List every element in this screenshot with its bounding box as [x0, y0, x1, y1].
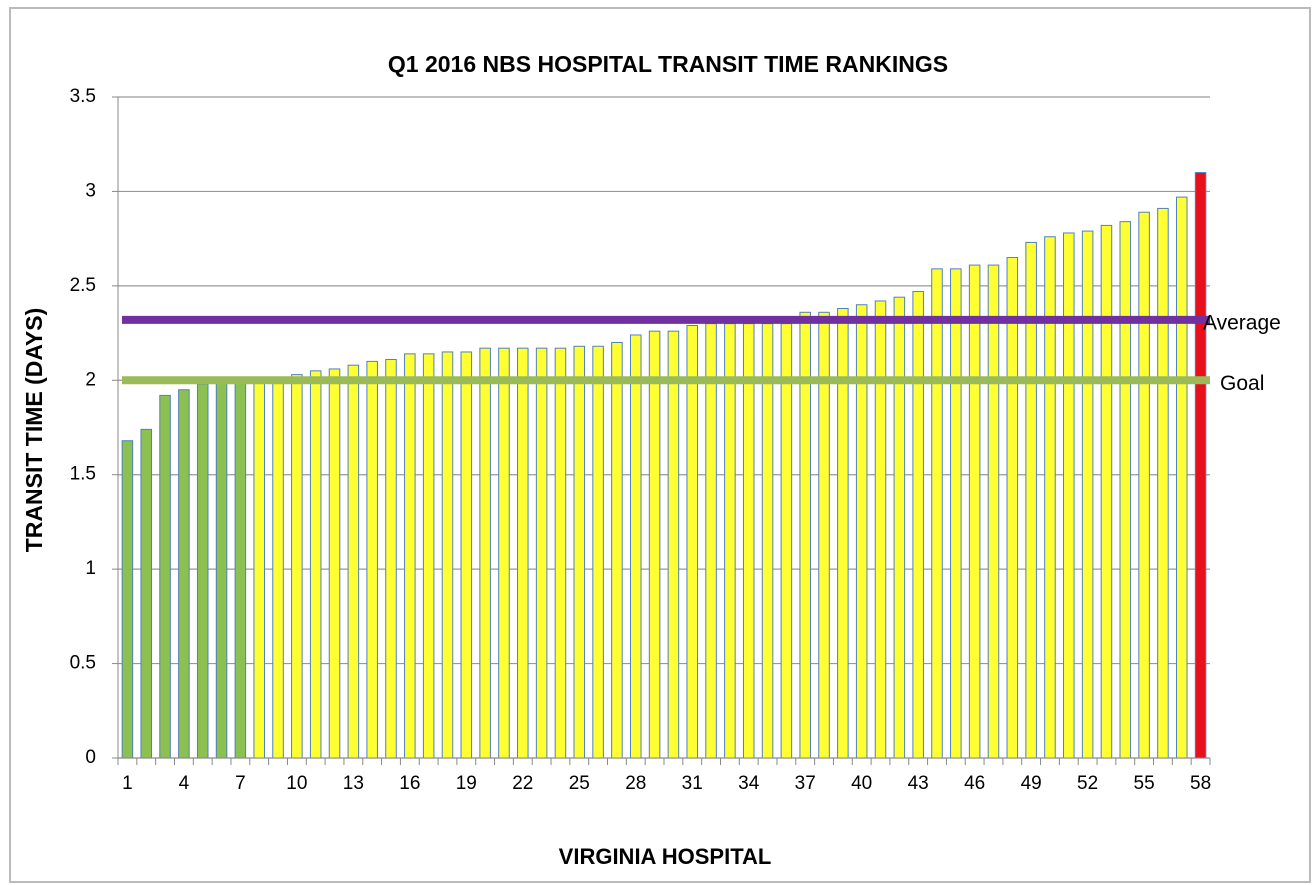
bar: [592, 345, 604, 759]
bar: [441, 351, 454, 759]
x-axis-label: VIRGINIA HOSPITAL: [559, 844, 772, 869]
bar: [968, 264, 981, 759]
y-tick-label: 0: [85, 747, 96, 768]
y-tick-label: 0.5: [70, 653, 96, 674]
x-tick-label: 22: [512, 773, 533, 794]
x-tick-label: 52: [1077, 773, 1098, 794]
bar: [874, 300, 887, 759]
x-tick-label: 10: [286, 773, 307, 794]
bar: [535, 347, 548, 759]
bar: [573, 345, 586, 759]
bar: [1138, 211, 1150, 759]
x-tick-label: 7: [235, 773, 246, 794]
x-tick-label: 31: [682, 773, 703, 794]
bar: [1063, 232, 1075, 759]
x-tick-label: 34: [738, 773, 760, 794]
reference-label: Average: [1203, 311, 1281, 334]
bar: [554, 347, 567, 759]
bar: [893, 296, 906, 759]
y-tick-label: 2: [85, 369, 96, 390]
x-tick-label: 58: [1190, 773, 1211, 794]
bar: [931, 268, 943, 759]
bar: [1157, 207, 1169, 759]
bar: [121, 440, 134, 759]
bar: [912, 291, 924, 759]
bar: [178, 389, 190, 759]
bar: [1100, 224, 1113, 759]
bar: [159, 394, 171, 759]
bar: [498, 347, 510, 759]
bar: [460, 351, 473, 759]
x-tick-label: 1: [122, 773, 133, 794]
x-tick-label: 16: [399, 773, 420, 794]
y-tick-label: 1.5: [70, 464, 96, 485]
chart-border: [9, 7, 1311, 883]
bar: [385, 359, 397, 759]
bar: [1006, 257, 1019, 759]
bar: [234, 379, 247, 759]
bar: [517, 347, 529, 759]
bar: [629, 334, 642, 759]
chart-title: Q1 2016 NBS HOSPITAL TRANSIT TIME RANKIN…: [388, 51, 948, 77]
bar: [1175, 196, 1188, 759]
bar: [1081, 230, 1094, 759]
bar: [611, 342, 623, 759]
bar: [1194, 172, 1207, 759]
bar: [1119, 221, 1132, 759]
bar: [742, 323, 755, 759]
bar: [215, 381, 228, 759]
bar: [1044, 236, 1056, 759]
x-tick-label: 4: [179, 773, 190, 794]
bar: [761, 323, 774, 759]
bar: [404, 353, 416, 759]
bar: [366, 360, 378, 759]
x-tick-label: 40: [851, 773, 872, 794]
bar: [648, 330, 661, 759]
x-tick-label: 49: [1021, 773, 1042, 794]
bar: [291, 374, 303, 759]
x-tick-label: 37: [795, 773, 816, 794]
bar: [347, 364, 360, 759]
bar: [780, 323, 793, 759]
bar: [479, 347, 491, 759]
y-tick-label: 3: [85, 180, 96, 201]
bar: [328, 368, 341, 759]
y-tick-label: 1: [85, 558, 96, 579]
bar: [272, 379, 284, 759]
bar: [705, 323, 717, 759]
x-tick-label: 25: [569, 773, 590, 794]
bar: [309, 370, 322, 759]
x-tick-label: 13: [343, 773, 364, 794]
bar: [987, 264, 1000, 759]
x-tick-label: 46: [964, 773, 985, 794]
bar: [686, 325, 699, 759]
bar: [253, 379, 265, 759]
x-tick-label: 55: [1134, 773, 1155, 794]
reference-label: Goal: [1220, 372, 1264, 395]
bar: [196, 383, 209, 759]
bar: [724, 323, 736, 759]
bar: [837, 308, 849, 759]
x-tick-label: 19: [456, 773, 477, 794]
y-tick-label: 2.5: [70, 275, 96, 296]
bar: [950, 268, 962, 759]
bar: [855, 304, 868, 759]
bar: [667, 330, 680, 759]
bar: [140, 428, 153, 759]
y-tick-label: 3.5: [70, 86, 96, 107]
x-tick-label: 28: [625, 773, 646, 794]
bar: [422, 353, 435, 759]
y-axis-label: TRANSIT TIME (DAYS): [21, 308, 47, 553]
x-tick-label: 43: [908, 773, 929, 794]
